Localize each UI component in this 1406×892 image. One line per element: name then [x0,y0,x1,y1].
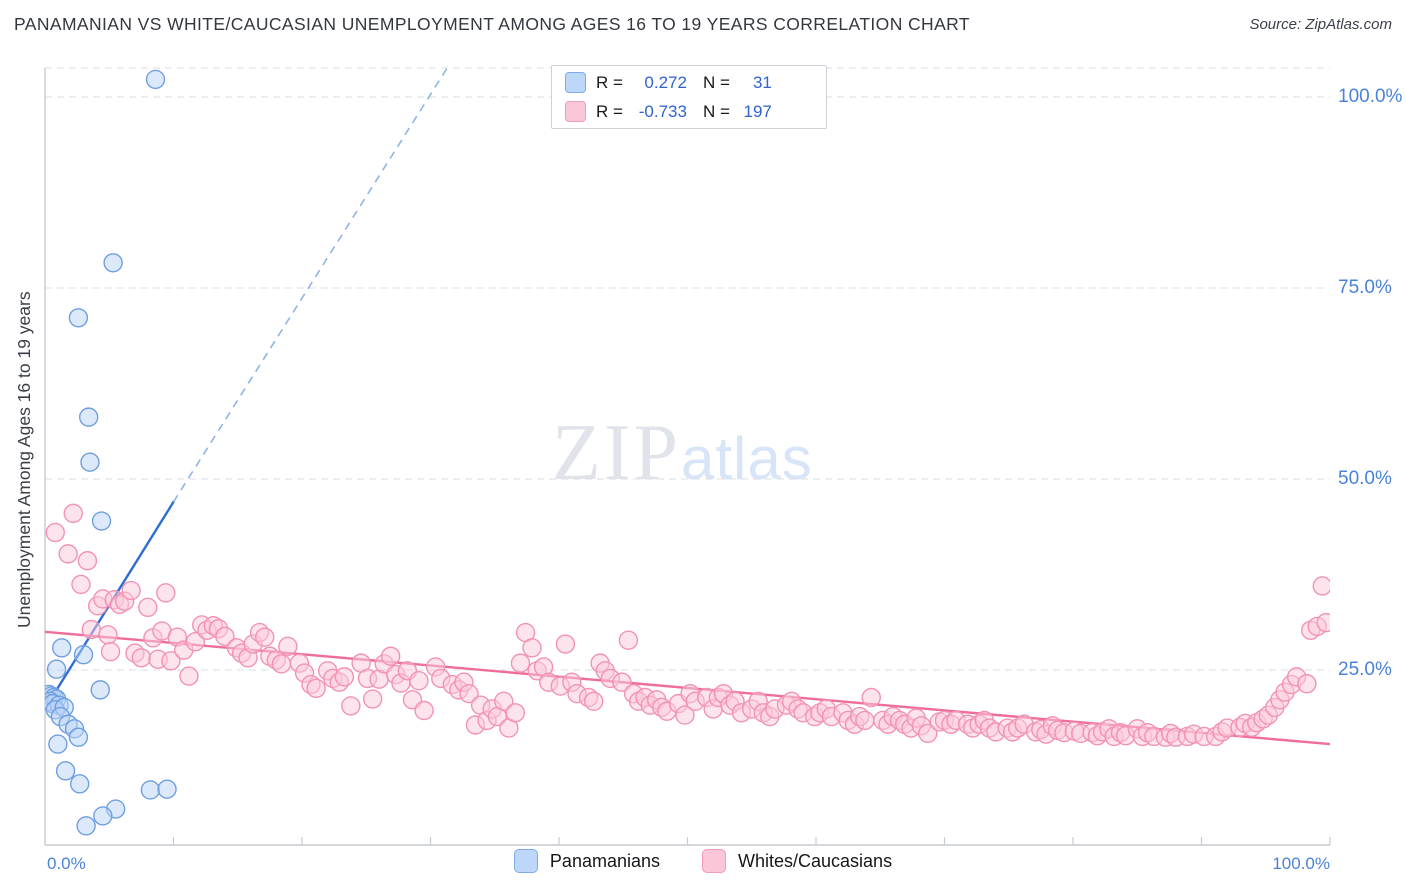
legend-item-panamanians: Panamanians [513,849,660,873]
points-Whites/Caucasians [45,503,1330,747]
whites-r-swatch [565,101,586,122]
r-value-panamanians: 0.272 [644,72,687,92]
points-Panamanians [45,69,177,836]
panamanians-swatch [513,849,538,873]
y-tick-label: 25.0% [1338,659,1392,680]
correlation-stats-legend: R = 0.272 N = 31 R = -0.733 N = 197 [551,65,827,129]
n-value-panamanians: 31 [752,72,772,92]
source-credit: Source: ZipAtlas.com [1249,16,1392,33]
series-legend: Panamanians Whites/Caucasians [0,849,1406,873]
y-axis-title: Unemployment Among Ages 16 to 19 years [14,291,34,629]
panamanians-r-swatch [565,72,586,93]
legend-row-whites: R = -0.733 N = 197 [552,97,826,126]
r-value-whites: -0.733 [638,101,687,121]
y-tick-label: 50.0% [1338,468,1392,489]
x-min-label: 0.0% [47,854,86,873]
n-label: N = [702,72,730,92]
y-tick-label: 100.0% [1338,86,1403,107]
watermark: ZIP atlas [552,408,813,499]
watermark-zip-text: ZIP [552,409,681,497]
y-tick-label: 75.0% [1338,277,1392,298]
gridlines [45,67,1330,671]
whites-swatch [702,849,726,873]
panamanians-label: Panamanians [549,850,660,871]
whites-label: Whites/Caucasians [738,850,893,871]
legend-item-whites: Whites/Caucasians [702,849,892,873]
r-label: R = [596,101,623,121]
legend-row-panamanians: R = 0.272 N = 31 [552,68,826,97]
chart-title: PANAMANIAN VS WHITE/CAUCASIAN UNEMPLOYME… [14,14,970,34]
n-value-whites: 197 [743,101,772,121]
r-label: R = [596,72,623,92]
watermark-atlas-text: atlas [681,425,813,492]
x-max-label: 100.0% [1272,854,1330,873]
n-label: N = [702,101,730,121]
